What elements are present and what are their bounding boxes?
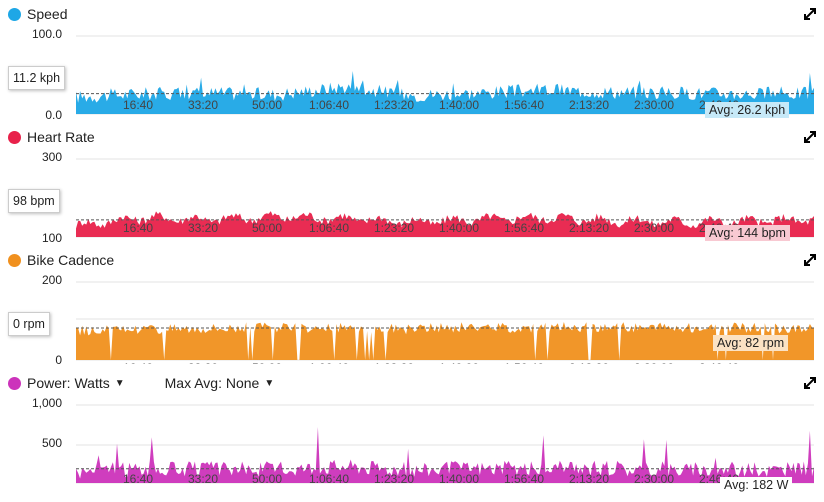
x-tick-label: 1:56:40 [504, 472, 544, 486]
x-tick-label: 2:30:00 [634, 472, 674, 486]
heart-rate-header: Heart Rate [8, 127, 95, 147]
max-avg-dropdown[interactable]: Max Avg: None [164, 375, 260, 391]
speed-panel: Speed 100.0 0.0 16:40 33:20 50:00 1:06:40 1:… [0, 4, 824, 122]
cadence-ymax-label: 200 [41, 273, 62, 287]
cadence-header: Bike Cadence [8, 250, 114, 270]
speed-current-value: 11.2 kph [8, 66, 66, 90]
power-dot-icon [8, 376, 21, 390]
expand-icon[interactable] [804, 131, 816, 143]
speed-dot-icon [8, 7, 21, 21]
heart-rate-ymin-label: 100 [41, 231, 62, 245]
speed-ymin-label: 0.0 [45, 108, 62, 122]
x-tick-label: 1:40:00 [439, 472, 479, 486]
x-tick-label: 1:23:20 [374, 361, 414, 364]
x-tick-label: 2:13:20 [569, 361, 609, 364]
power-watts-series-area [76, 427, 814, 483]
speed-ymax-label: 100.0 [31, 27, 62, 41]
expand-icon[interactable] [804, 8, 816, 20]
cadence-average-badge: Avg: 82 rpm [713, 335, 789, 351]
x-tick-label: 33:20 [188, 98, 218, 112]
expand-icon[interactable] [804, 377, 816, 389]
power-chart[interactable]: 16:40 33:20 50:00 1:06:40 1:23:20 1:40:00 1:56… [76, 401, 814, 487]
heart-rate-title: Heart Rate [27, 129, 95, 145]
x-tick-label: 1:06:40 [309, 221, 349, 235]
x-tick-label: 1:23:20 [374, 221, 414, 235]
x-tick-label: 2:46:40 [699, 361, 739, 364]
x-tick-label: 16:40 [123, 472, 153, 486]
x-tick-label: 1:56:40 [504, 98, 544, 112]
x-tick-label: 1:06:40 [309, 98, 349, 112]
x-tick-label: 1:23:20 [374, 98, 414, 112]
x-tick-label: 50:00 [252, 221, 282, 235]
x-tick-label: 50:00 [252, 98, 282, 112]
speed-title: Speed [27, 6, 68, 22]
x-tick-label: 16:40 [123, 221, 153, 235]
heart-rate-dot-icon [8, 130, 21, 144]
x-tick-label: 1:40:00 [439, 98, 479, 112]
heart-rate-current-value: 98 bpm [8, 189, 60, 213]
power-metric-dropdown[interactable]: Power: Watts [27, 375, 110, 391]
heart-rate-chart[interactable]: 16:40 33:20 50:00 1:06:40 1:23:20 1:40:00 1:56… [76, 155, 814, 241]
x-tick-label: 16:40 [123, 361, 153, 364]
cadence-title: Bike Cadence [27, 252, 115, 268]
speed-chart[interactable]: 16:40 33:20 50:00 1:06:40 1:23:20 1:40:00 1:56… [76, 32, 814, 118]
x-tick-label: 2:30:00 [634, 221, 674, 235]
x-tick-label: 33:20 [188, 221, 218, 235]
power-ymid-label: 500 [41, 436, 62, 450]
bike-cadence-series-area [76, 322, 814, 360]
cadence-dot-icon [8, 253, 21, 267]
chevron-down-icon[interactable]: ▼ [264, 377, 275, 389]
x-tick-label: 1:06:40 [309, 361, 349, 364]
heart-rate-series-area [76, 211, 814, 237]
x-tick-label: 2:30:00 [634, 361, 674, 364]
x-tick-label: 1:56:40 [504, 361, 544, 364]
x-tick-label: 1:06:40 [309, 472, 349, 486]
power-header: Power: Watts ▼ Max Avg: None ▼ [8, 373, 274, 393]
x-tick-label: 1:40:00 [439, 361, 479, 364]
heart-rate-average-badge: Avg: 144 bpm [705, 225, 790, 241]
expand-icon[interactable] [804, 254, 816, 266]
x-tick-label: 50:00 [252, 472, 282, 486]
power-average-badge: Avg: 182 W [720, 477, 793, 493]
cadence-chart[interactable]: 16:40 33:20 50:00 1:06:40 1:23:20 1:40:00 1:56… [76, 278, 814, 364]
speed-series-area [76, 71, 814, 114]
x-tick-label: 1:40:00 [439, 221, 479, 235]
speed-header: Speed [8, 4, 67, 24]
x-tick-label: 33:20 [188, 361, 218, 364]
x-tick-label: 33:20 [188, 472, 218, 486]
x-tick-label: 1:56:40 [504, 221, 544, 235]
cadence-ymin-label: 0 [55, 353, 62, 367]
cadence-panel: Bike Cadence 200 0 16:40 33:20 50:00 1:06:4… [0, 250, 824, 368]
heart-rate-ymax-label: 300 [41, 150, 62, 164]
heart-rate-panel: Heart Rate 300 100 16:40 33:20 50:00 1:06:4… [0, 127, 824, 245]
cadence-current-value: 0 rpm [8, 312, 50, 336]
x-tick-label: 1:23:20 [374, 472, 414, 486]
x-tick-label: 16:40 [123, 98, 153, 112]
x-tick-label: 2:13:20 [569, 472, 609, 486]
chevron-down-icon[interactable]: ▼ [114, 377, 125, 389]
power-ymax-label: 1,000 [31, 396, 62, 410]
speed-average-badge: Avg: 26.2 kph [705, 102, 790, 118]
x-tick-label: 50:00 [252, 361, 282, 364]
x-tick-label: 2:30:00 [634, 98, 674, 112]
power-panel: Power: Watts ▼ Max Avg: None ▼ 1,000 500… [0, 373, 824, 502]
x-tick-label: 2:13:20 [569, 221, 609, 235]
x-tick-label: 2:13:20 [569, 98, 609, 112]
